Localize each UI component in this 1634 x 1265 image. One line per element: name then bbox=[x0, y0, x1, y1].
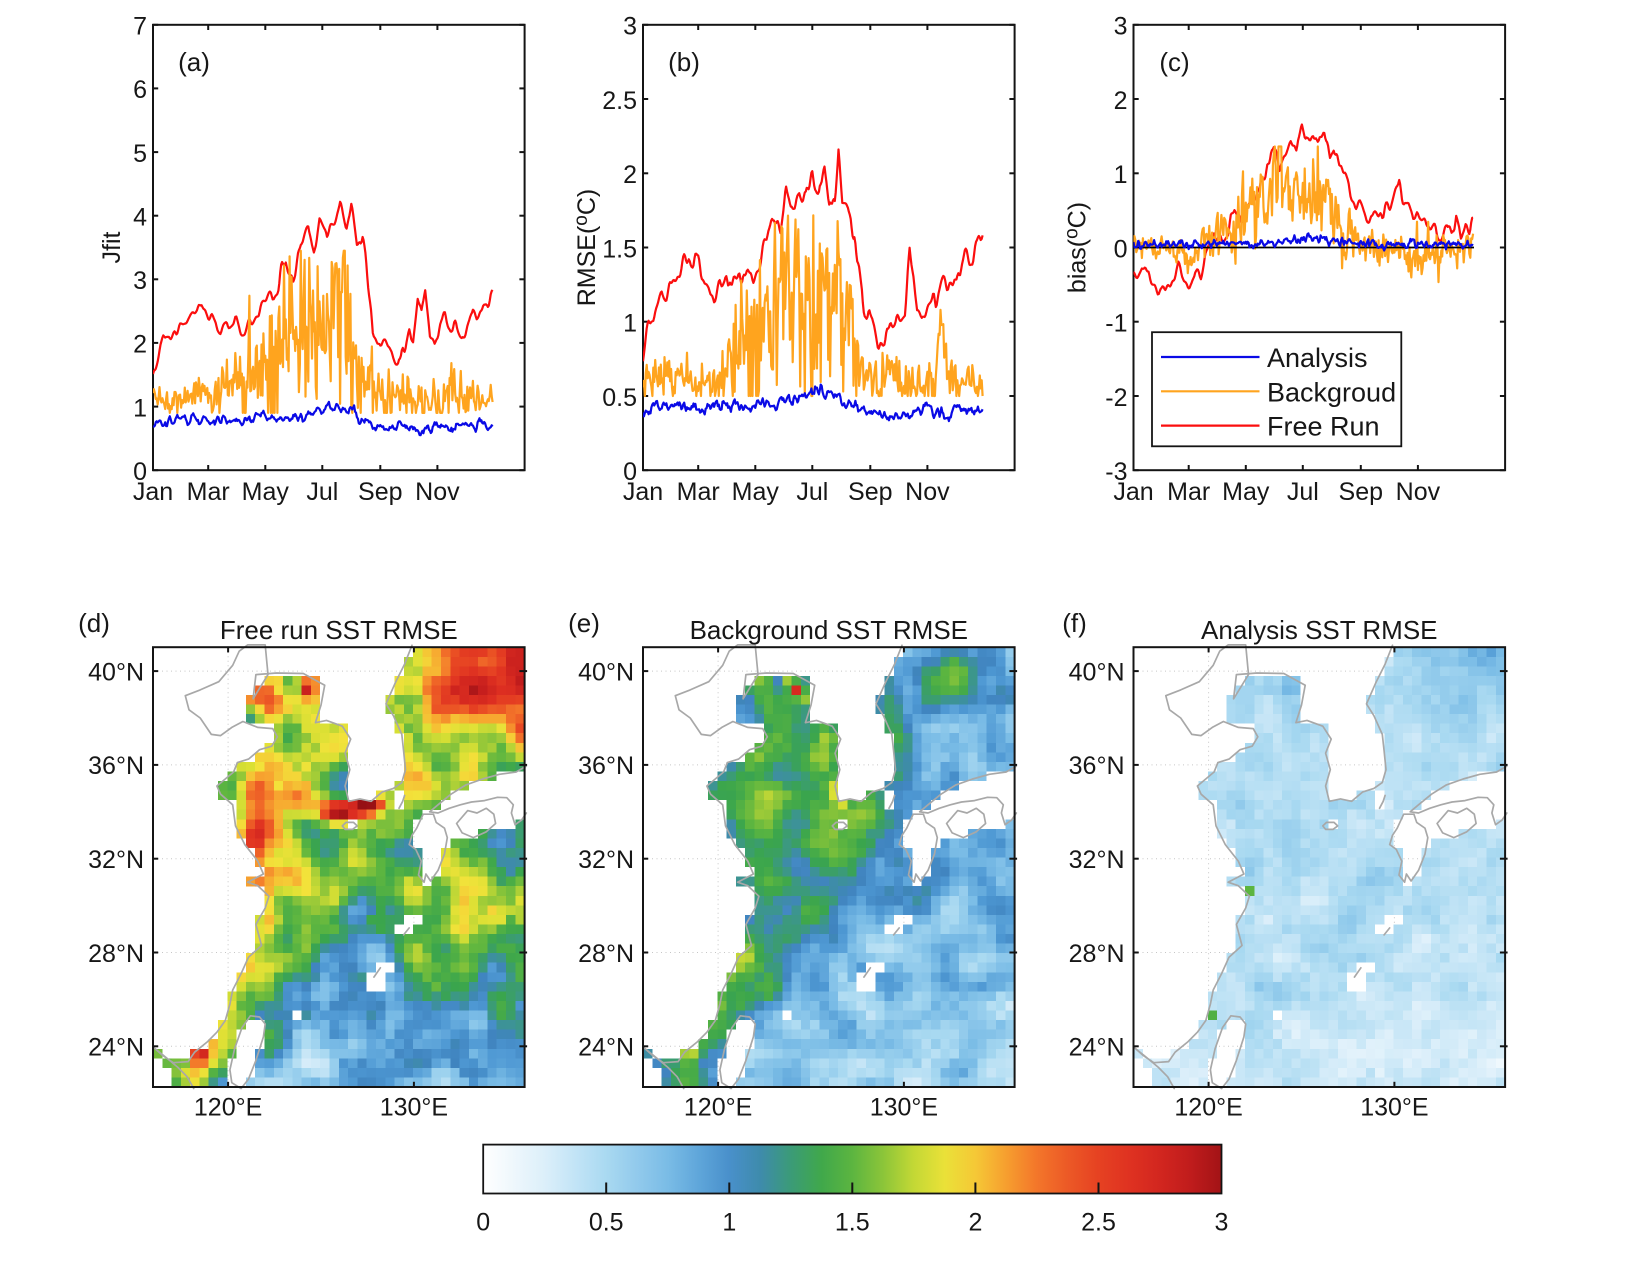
svg-text:Free Run: Free Run bbox=[1267, 412, 1380, 442]
svg-text:Sep: Sep bbox=[848, 478, 892, 506]
svg-text:(e): (e) bbox=[568, 608, 600, 638]
svg-text:2: 2 bbox=[968, 1209, 982, 1237]
svg-text:May: May bbox=[242, 478, 290, 506]
svg-text:Analysis: Analysis bbox=[1267, 343, 1368, 373]
svg-text:Jan: Jan bbox=[133, 478, 173, 506]
svg-text:1: 1 bbox=[133, 394, 147, 422]
svg-text:(c): (c) bbox=[1159, 47, 1189, 77]
svg-text:Jul: Jul bbox=[1287, 478, 1319, 506]
svg-text:40°N: 40°N bbox=[578, 658, 634, 686]
svg-text:1: 1 bbox=[1114, 161, 1128, 189]
svg-text:1.5: 1.5 bbox=[602, 235, 637, 263]
svg-text:Nov: Nov bbox=[1396, 478, 1441, 506]
svg-text:Analysis SST RMSE: Analysis SST RMSE bbox=[1201, 615, 1437, 645]
svg-text:(d): (d) bbox=[78, 608, 110, 638]
svg-text:130°E: 130°E bbox=[870, 1093, 938, 1121]
svg-text:32°N: 32°N bbox=[578, 846, 634, 874]
svg-text:May: May bbox=[1222, 478, 1270, 506]
svg-text:36°N: 36°N bbox=[578, 752, 634, 780]
svg-text:0: 0 bbox=[1114, 235, 1128, 263]
svg-text:Nov: Nov bbox=[905, 478, 950, 506]
svg-text:1.5: 1.5 bbox=[835, 1209, 870, 1237]
svg-text:2.5: 2.5 bbox=[1081, 1209, 1116, 1237]
svg-text:36°N: 36°N bbox=[88, 752, 144, 780]
svg-text:0.5: 0.5 bbox=[589, 1209, 624, 1237]
svg-text:120°E: 120°E bbox=[194, 1093, 262, 1121]
svg-text:Jul: Jul bbox=[796, 478, 828, 506]
svg-text:6: 6 bbox=[133, 76, 147, 104]
svg-text:120°E: 120°E bbox=[1174, 1093, 1242, 1121]
svg-text:Mar: Mar bbox=[187, 478, 230, 506]
svg-text:Sep: Sep bbox=[358, 478, 402, 506]
svg-text:3: 3 bbox=[1215, 1209, 1229, 1237]
svg-text:-3: -3 bbox=[1105, 458, 1127, 486]
svg-text:24°N: 24°N bbox=[88, 1034, 144, 1062]
svg-text:24°N: 24°N bbox=[578, 1034, 634, 1062]
svg-text:-1: -1 bbox=[1105, 310, 1127, 338]
svg-text:24°N: 24°N bbox=[1069, 1034, 1125, 1062]
svg-text:1: 1 bbox=[623, 310, 637, 338]
svg-text:Mar: Mar bbox=[677, 478, 720, 506]
svg-text:bias(oC): bias(oC) bbox=[1062, 202, 1092, 293]
svg-text:0: 0 bbox=[476, 1209, 490, 1237]
svg-text:130°E: 130°E bbox=[1360, 1093, 1428, 1121]
svg-text:32°N: 32°N bbox=[88, 846, 144, 874]
svg-text:0: 0 bbox=[133, 458, 147, 486]
svg-text:28°N: 28°N bbox=[88, 940, 144, 968]
svg-text:40°N: 40°N bbox=[1069, 658, 1125, 686]
svg-text:2: 2 bbox=[133, 331, 147, 359]
svg-text:1: 1 bbox=[722, 1209, 736, 1237]
svg-text:5: 5 bbox=[133, 140, 147, 168]
svg-text:(a): (a) bbox=[178, 47, 210, 77]
svg-text:28°N: 28°N bbox=[1069, 940, 1125, 968]
svg-text:36°N: 36°N bbox=[1069, 752, 1125, 780]
svg-text:Backgroud: Backgroud bbox=[1267, 377, 1396, 407]
svg-text:(f): (f) bbox=[1062, 608, 1087, 638]
svg-text:2.5: 2.5 bbox=[602, 87, 637, 115]
svg-text:Jul: Jul bbox=[306, 478, 338, 506]
svg-text:4: 4 bbox=[133, 204, 147, 232]
svg-text:Mar: Mar bbox=[1167, 478, 1210, 506]
svg-text:-2: -2 bbox=[1105, 384, 1127, 412]
svg-text:3: 3 bbox=[1114, 13, 1128, 41]
svg-text:7: 7 bbox=[133, 13, 147, 41]
svg-text:Jfit: Jfit bbox=[98, 231, 126, 263]
svg-text:130°E: 130°E bbox=[380, 1093, 448, 1121]
svg-text:3: 3 bbox=[133, 267, 147, 295]
svg-text:Background SST RMSE: Background SST RMSE bbox=[690, 615, 968, 645]
svg-text:32°N: 32°N bbox=[1069, 846, 1125, 874]
svg-text:Sep: Sep bbox=[1339, 478, 1383, 506]
svg-text:Nov: Nov bbox=[415, 478, 460, 506]
svg-text:40°N: 40°N bbox=[88, 658, 144, 686]
svg-text:Jan: Jan bbox=[623, 478, 663, 506]
svg-text:(b): (b) bbox=[668, 47, 700, 77]
svg-text:0: 0 bbox=[623, 458, 637, 486]
svg-text:3: 3 bbox=[623, 13, 637, 41]
svg-text:May: May bbox=[732, 478, 780, 506]
svg-text:RMSE(oC): RMSE(oC) bbox=[571, 189, 601, 307]
svg-text:2: 2 bbox=[623, 161, 637, 189]
svg-text:2: 2 bbox=[1114, 87, 1128, 115]
svg-text:28°N: 28°N bbox=[578, 940, 634, 968]
svg-text:0.5: 0.5 bbox=[602, 384, 637, 412]
svg-text:Jan: Jan bbox=[1113, 478, 1153, 506]
svg-text:Free run SST RMSE: Free run SST RMSE bbox=[220, 615, 458, 645]
svg-text:120°E: 120°E bbox=[684, 1093, 752, 1121]
